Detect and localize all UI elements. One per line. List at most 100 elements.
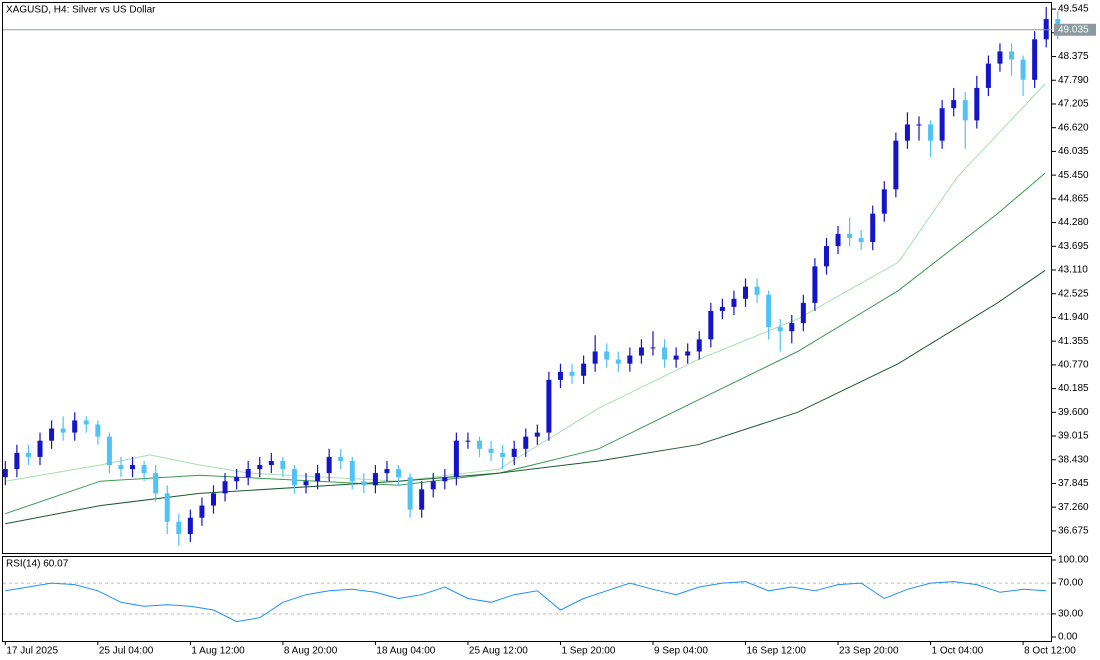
rsi-panel [2,556,1052,642]
candle-body [2,469,8,478]
candle-body [291,469,297,486]
candle-body [315,473,321,482]
candle-body [546,379,552,433]
candle-body [673,355,679,360]
chart-title: XAGUSD, H4: Silver vs US Dollar [6,5,156,16]
candle-body [234,477,240,482]
candle-body [477,440,483,449]
candle-body [442,477,448,482]
main-panel [2,2,1052,554]
candle-body [812,266,818,303]
candle-body [615,359,621,364]
candle-body [627,355,633,364]
candle-body [777,327,783,332]
candle-body [257,465,263,470]
candle-body [384,469,390,474]
candle-body [534,432,540,437]
y-tick-label: 41.355 [1058,336,1089,347]
candle-body [500,452,506,457]
candle-body [1032,39,1038,80]
candle-body [985,63,991,88]
candle-body [870,213,876,243]
y-tick-label: 37.260 [1058,502,1089,513]
candle-body [37,440,43,457]
candle-body [754,286,760,295]
x-tick-label: 8 Oct 12:00 [1024,646,1076,657]
candle-body [419,489,425,510]
candle-body [141,465,147,474]
candle-body [268,460,274,466]
candle-body [130,465,136,470]
x-tick-label: 23 Sep 20:00 [839,646,899,657]
candle-body [511,448,517,457]
y-tick-label: 44.280 [1058,217,1089,228]
candle-body [719,306,725,311]
y-tick-label: 49.545 [1058,4,1089,15]
candle-body [731,298,737,307]
candle-body [303,481,309,486]
candle-body [280,460,286,470]
candle-body [743,286,749,299]
x-tick-label: 17 Jul 2025 [6,646,58,657]
y-tick-label: 36.675 [1058,526,1089,537]
y-tick-label: 70.00 [1058,578,1083,589]
candle-body [1043,19,1049,40]
candle-body [685,351,691,356]
y-tick-label: 40.770 [1058,360,1089,371]
y-tick-label: 48.375 [1058,51,1089,62]
candle-body [326,456,332,474]
y-tick-label: 45.450 [1058,170,1089,181]
rsi-title: RSI(14) 60.07 [6,559,69,570]
candle-body [662,347,668,360]
candle-body [638,347,644,356]
x-tick-label: 1 Oct 04:00 [932,646,984,657]
candle-body [557,371,563,380]
candle-body [187,517,193,534]
candle-body [245,469,251,478]
indicator-line [5,172,1046,515]
candle-body [106,436,112,466]
candle-body [939,108,945,141]
candle-body [951,100,957,109]
x-tick-label: 1 Aug 12:00 [191,646,245,657]
candle-body [465,440,471,442]
candle-body [361,481,367,486]
candle-body [928,124,934,141]
candle-body [430,481,436,490]
candle-body [766,294,772,328]
y-tick-label: 46.620 [1058,122,1089,133]
candle-body [338,456,344,461]
y-tick-label: 44.865 [1058,193,1089,204]
candle-body [581,363,587,376]
y-tick-label: 43.695 [1058,241,1089,252]
candle-body [604,351,610,360]
candle-body [823,246,829,267]
indicator-line [5,269,1046,525]
y-tick-label: 0.00 [1058,632,1078,643]
candle-body [349,460,355,482]
candle-body [49,428,55,441]
candle-body [858,237,864,243]
candle-body [916,124,922,126]
candle-body [396,469,402,478]
x-tick-label: 8 Aug 20:00 [284,646,338,657]
candle-body [881,189,887,214]
candle-body [962,100,968,121]
candle-body [488,448,494,453]
candle-body [592,351,598,364]
candle-body [176,521,182,534]
candle-body [60,428,66,433]
candle-body [523,436,529,449]
x-tick-label: 18 Aug 04:00 [376,646,435,657]
x-tick-label: 9 Sep 04:00 [654,646,708,657]
y-tick-label: 47.790 [1058,75,1089,86]
candle-body [800,302,806,324]
candle-body [407,477,413,510]
indicator-line [5,581,1047,623]
candle-body [569,371,575,376]
price-tag-label: 49.035 [1058,24,1089,35]
candle-body [72,420,78,433]
x-tick-label: 1 Sep 20:00 [561,646,615,657]
candle-body [904,124,910,141]
candle-body [893,140,899,190]
